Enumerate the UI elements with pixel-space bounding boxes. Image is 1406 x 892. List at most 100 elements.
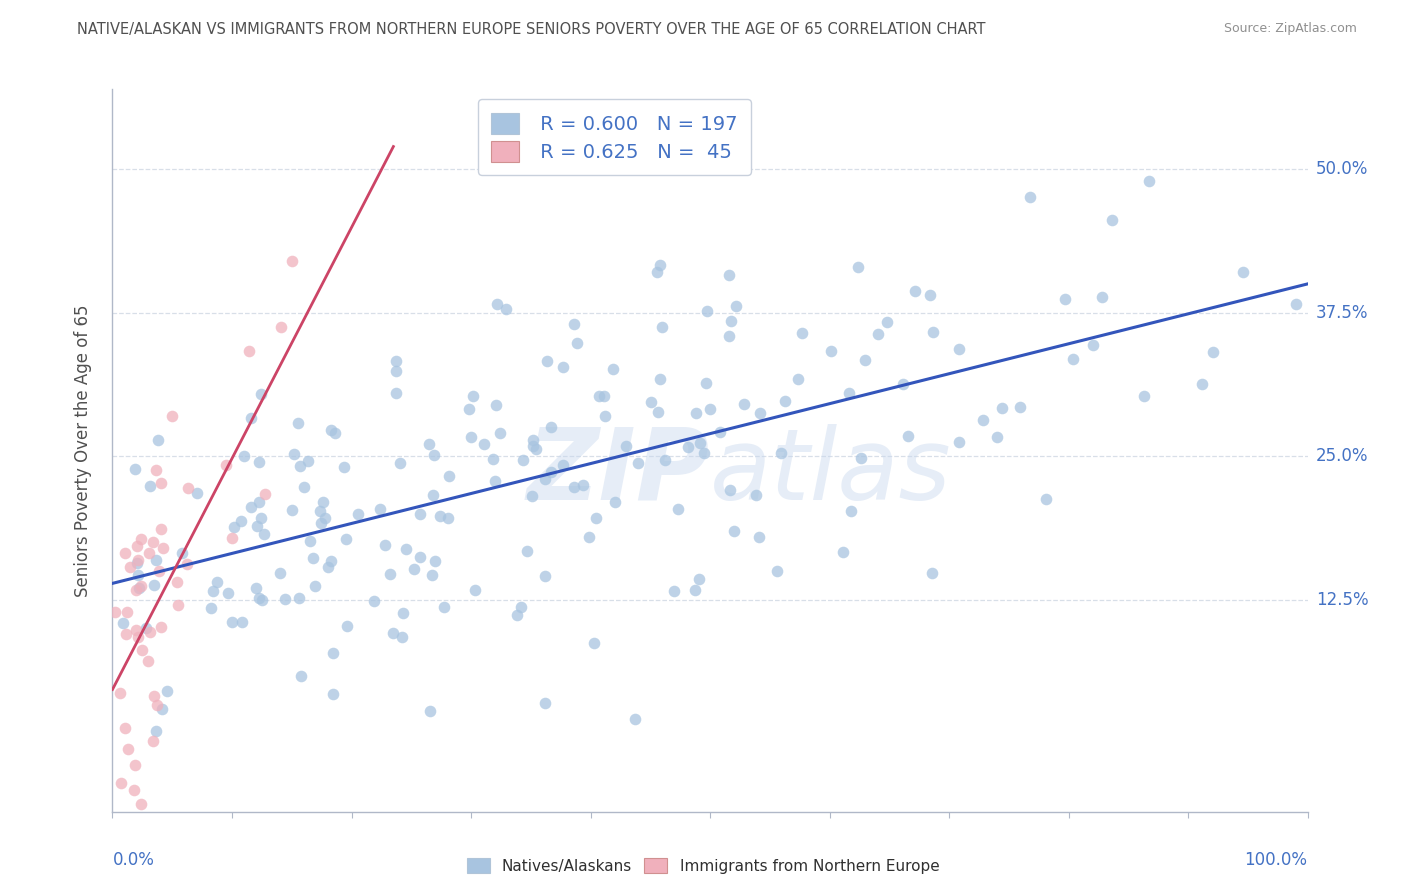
Point [150,702,173,716]
Point [145,463,167,477]
Point [851,451,873,466]
Point [623,712,645,726]
Point [381,626,404,640]
Point [693,445,716,459]
Point [516,544,538,558]
Point [302,551,325,566]
Point [108,686,131,700]
Point [247,591,270,605]
Point [921,566,943,581]
Point [374,538,396,552]
Point [138,546,160,560]
Point [127,553,149,567]
Point [1101,213,1123,227]
Point [991,401,1014,416]
Point [429,508,451,523]
Point [520,490,543,504]
Point [482,452,505,467]
Point [309,503,332,517]
Point [578,530,600,544]
Text: 12.5%: 12.5% [1316,591,1368,608]
Point [385,364,408,378]
Point [215,458,238,472]
Point [322,687,344,701]
Point [699,402,721,417]
Point [461,389,484,403]
Point [115,627,138,641]
Point [986,430,1008,444]
Point [422,488,444,502]
Point [696,304,718,318]
Point [290,669,312,683]
Point [314,510,336,524]
Point [648,258,671,272]
Point [247,495,270,509]
Point [676,440,699,454]
Point [177,828,200,842]
Point [458,401,481,416]
Point [127,556,149,570]
Point [489,426,512,441]
Point [127,631,149,645]
Point [232,449,254,463]
Point [683,583,706,598]
Point [689,436,711,450]
Point [605,494,627,508]
Point [423,448,446,462]
Point [1191,376,1213,391]
Point [891,377,914,392]
Point [765,564,787,578]
Point [522,439,544,453]
Point [418,437,440,451]
Point [131,642,153,657]
Point [167,598,190,612]
Point [252,593,274,607]
Point [363,594,385,608]
Point [472,437,495,451]
Y-axis label: Seniors Poverty Over the Age of 65: Seniors Poverty Over the Age of 65 [73,304,91,597]
Legend:  R = 0.600   N = 197,  R = 0.625   N =  45: R = 0.600 N = 197, R = 0.625 N = 45 [478,99,751,176]
Point [648,372,671,386]
Point [1008,400,1031,414]
Point [1018,190,1040,204]
Point [125,582,148,597]
Point [562,317,585,331]
Point [1062,351,1084,366]
Point [583,636,606,650]
Point [309,516,332,531]
Point [148,564,170,578]
Point [540,419,562,434]
Point [217,586,239,600]
Point [114,721,136,735]
Point [115,605,138,619]
Point [124,623,146,637]
Point [142,690,165,704]
Point [717,328,740,343]
Text: NATIVE/ALASKAN VS IMMIGRANTS FROM NORTHERN EUROPE SENIORS POVERTY OVER THE AGE O: NATIVE/ALASKAN VS IMMIGRANTS FROM NORTHE… [77,22,986,37]
Point [395,541,418,556]
Point [841,503,863,517]
Point [150,522,173,536]
Point [512,452,534,467]
Point [129,579,152,593]
Point [718,483,741,497]
Point [149,475,172,490]
Point [391,630,413,644]
Point [695,376,717,391]
Point [142,535,165,549]
Point [572,478,595,492]
Point [142,577,165,591]
Point [245,582,267,596]
Point [786,372,808,386]
Point [602,361,624,376]
Point [240,410,263,425]
Point [281,254,304,268]
Point [654,453,676,467]
Point [464,582,486,597]
Point [385,354,408,368]
Point [139,479,162,493]
Point [645,265,668,279]
Point [720,313,742,327]
Point [534,472,557,486]
Point [1081,338,1104,352]
